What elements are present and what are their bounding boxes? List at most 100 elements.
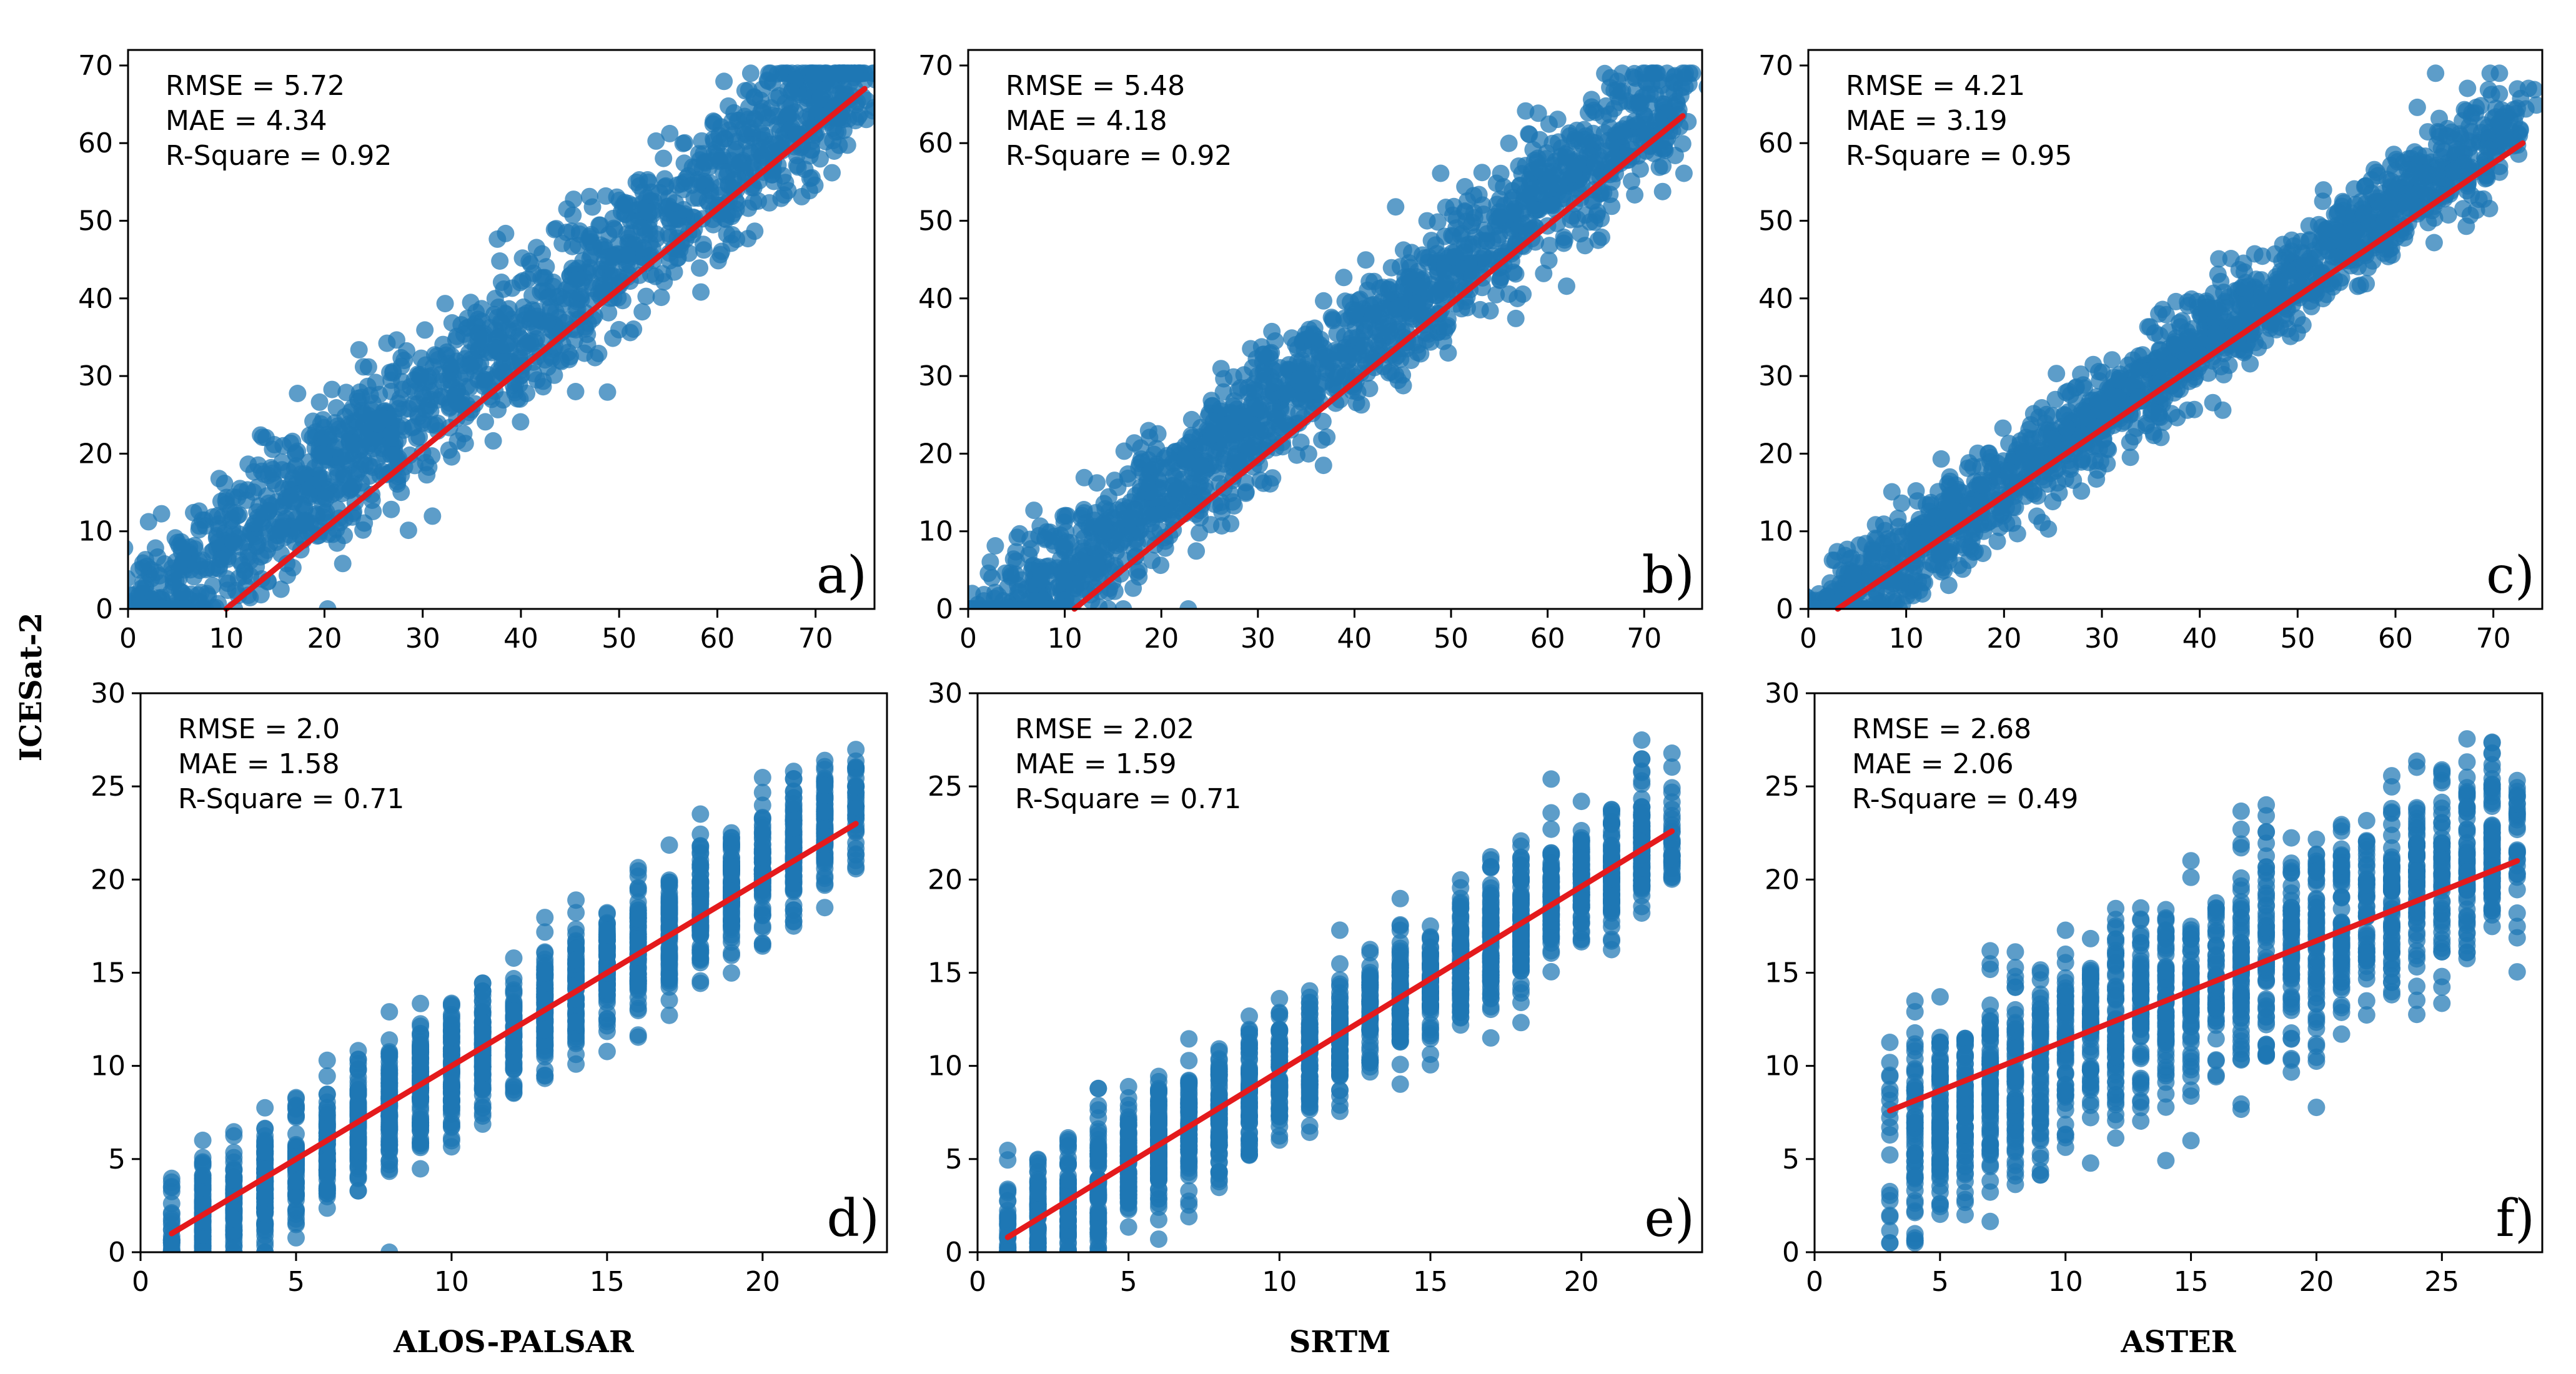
data-point xyxy=(1648,109,1667,127)
data-point xyxy=(2332,269,2351,287)
data-point xyxy=(2021,482,2039,499)
data-point xyxy=(398,342,415,360)
data-point xyxy=(2429,122,2447,141)
data-point xyxy=(1514,285,1532,303)
data-point xyxy=(1597,97,1615,115)
data-point xyxy=(718,205,736,224)
stat-line: RMSE = 4.21 xyxy=(1846,70,2025,102)
data-point xyxy=(1387,299,1405,317)
stat-line: R-Square = 0.92 xyxy=(1006,140,1232,172)
x-tick-label: 30 xyxy=(405,623,440,655)
data-point xyxy=(484,432,502,450)
data-point xyxy=(1654,157,1672,175)
x-tick-label: 0 xyxy=(959,623,977,655)
y-tick-label: 0 xyxy=(96,593,113,625)
x-tick-label: 10 xyxy=(1048,623,1082,655)
data-point xyxy=(1997,498,2015,516)
data-point xyxy=(327,468,345,487)
data-point xyxy=(1531,131,1548,149)
y-tick-label: 0 xyxy=(936,593,953,625)
data-point xyxy=(1908,535,1926,553)
data-point xyxy=(2073,482,2091,500)
data-point xyxy=(2420,166,2438,184)
data-point xyxy=(1347,393,1365,412)
data-point xyxy=(604,329,622,347)
data-point xyxy=(199,587,217,605)
data-point xyxy=(1932,450,1950,468)
data-point xyxy=(1593,228,1610,246)
data-point xyxy=(2229,340,2247,358)
data-point xyxy=(779,182,797,200)
data-point xyxy=(1540,237,1558,255)
data-point xyxy=(542,298,560,316)
data-point xyxy=(545,220,563,239)
x-tick-label: 60 xyxy=(2378,623,2413,655)
data-point xyxy=(1492,164,1510,182)
data-point xyxy=(2156,389,2174,407)
data-point xyxy=(359,358,377,376)
data-point xyxy=(2462,107,2480,126)
data-point xyxy=(1115,442,1133,460)
data-point xyxy=(1225,497,1243,515)
data-point xyxy=(1471,300,1489,319)
data-point xyxy=(2146,324,2164,342)
data-point xyxy=(511,274,529,292)
y-tick-label: 10 xyxy=(1758,516,1793,548)
data-point xyxy=(2249,294,2267,312)
data-point xyxy=(475,377,493,395)
scatter-points xyxy=(968,64,1702,609)
data-point xyxy=(1863,555,1881,573)
regression-line xyxy=(1835,140,2526,612)
data-point xyxy=(651,184,668,202)
data-point xyxy=(1994,419,2012,437)
data-point xyxy=(274,497,292,515)
data-point xyxy=(1626,186,1644,204)
data-point xyxy=(1630,97,1648,116)
data-point xyxy=(1264,400,1282,418)
data-point xyxy=(1844,565,1862,583)
data-point xyxy=(1856,535,1875,553)
data-point xyxy=(392,357,410,375)
data-point xyxy=(334,555,352,573)
data-point xyxy=(436,295,454,313)
data-point xyxy=(310,393,329,411)
y-tick-label: 60 xyxy=(918,127,953,159)
data-point xyxy=(712,118,730,136)
data-point xyxy=(595,277,613,294)
data-point xyxy=(1317,372,1335,390)
data-point xyxy=(1893,494,1911,512)
data-point xyxy=(1626,112,1644,130)
data-point xyxy=(2182,290,2201,308)
data-point xyxy=(491,252,509,270)
data-point xyxy=(714,163,732,180)
stat-line: MAE = 4.34 xyxy=(166,105,327,137)
panel-label: b) xyxy=(1642,546,1695,605)
data-point xyxy=(1054,507,1073,525)
data-point xyxy=(2050,484,2068,502)
data-point xyxy=(2246,245,2264,263)
stat-line: R-Square = 0.95 xyxy=(1846,140,2072,172)
data-point xyxy=(1387,366,1405,384)
data-point xyxy=(1312,330,1330,348)
data-point xyxy=(616,195,634,214)
data-point xyxy=(2168,408,2186,427)
x-tick-label: 10 xyxy=(1889,623,1924,655)
y-tick-label: 30 xyxy=(918,360,953,392)
data-point xyxy=(465,362,483,380)
data-point xyxy=(823,164,841,182)
data-point xyxy=(2178,330,2196,348)
data-point xyxy=(395,401,413,419)
stat-line: RMSE = 5.48 xyxy=(1006,70,1185,102)
data-point xyxy=(625,320,643,338)
data-point xyxy=(140,599,158,609)
data-point xyxy=(1475,248,1494,266)
data-point xyxy=(424,507,442,525)
data-point xyxy=(1558,277,1575,295)
data-point xyxy=(1432,164,1450,182)
data-point xyxy=(448,327,466,345)
data-point xyxy=(1601,185,1619,204)
data-point xyxy=(581,249,599,267)
data-point xyxy=(1572,225,1590,243)
